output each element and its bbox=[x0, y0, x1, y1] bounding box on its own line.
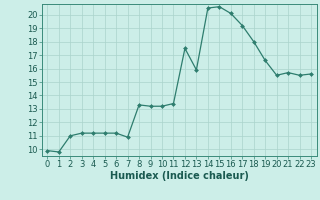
X-axis label: Humidex (Indice chaleur): Humidex (Indice chaleur) bbox=[110, 171, 249, 181]
